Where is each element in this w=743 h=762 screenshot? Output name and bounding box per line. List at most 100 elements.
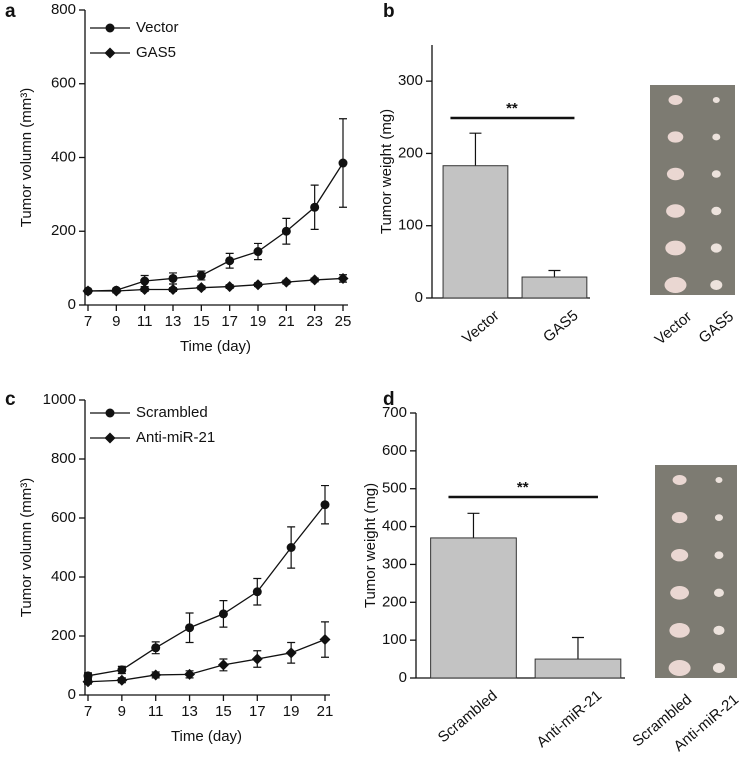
tumor xyxy=(710,243,722,253)
marker xyxy=(150,669,162,681)
x-tick-label: 7 xyxy=(84,703,92,720)
legend-marker xyxy=(105,23,115,33)
tumor xyxy=(668,660,691,676)
x-tick-label: 9 xyxy=(118,703,126,720)
legend-label: Vector xyxy=(136,19,179,36)
marker xyxy=(184,668,196,680)
x-tick-label: 21 xyxy=(278,313,295,330)
x-tick-label: 13 xyxy=(181,703,198,720)
tumor-photo xyxy=(655,465,737,678)
marker xyxy=(320,500,330,510)
y-tick-label: 400 xyxy=(51,568,76,585)
significance-label: ** xyxy=(506,100,518,117)
marker xyxy=(110,285,122,297)
y-tick-label: 0 xyxy=(68,686,76,703)
marker xyxy=(83,671,93,681)
marker xyxy=(252,587,262,597)
y-tick-label: 800 xyxy=(51,450,76,467)
marker xyxy=(195,282,207,294)
x-tick-label: 25 xyxy=(335,313,352,330)
y-tick-label: 200 xyxy=(398,144,423,161)
marker xyxy=(319,634,331,646)
panel-label: c xyxy=(5,389,16,410)
error-bar xyxy=(571,636,584,660)
tumor xyxy=(713,625,725,636)
marker xyxy=(217,659,229,671)
legend-marker xyxy=(105,408,115,418)
bar xyxy=(521,276,588,299)
x-tick-label: 17 xyxy=(249,703,266,720)
x-tick-label: 17 xyxy=(221,313,238,330)
x-tick-label: 11 xyxy=(137,313,153,330)
marker xyxy=(167,284,179,296)
x-tick-label: 19 xyxy=(283,703,300,720)
y-axis-label: Tumor volumn (mm³) xyxy=(18,478,35,617)
tumor xyxy=(666,167,685,181)
x-axis-label: Time (day) xyxy=(180,338,251,355)
y-tick-label: 600 xyxy=(51,509,76,526)
marker xyxy=(309,274,321,286)
y-axis-label: Tumor volumn (mm³) xyxy=(18,88,35,227)
marker xyxy=(338,158,348,168)
bar xyxy=(442,165,509,299)
x-tick-label: 15 xyxy=(193,313,210,330)
y-tick-label: 300 xyxy=(382,555,407,572)
marker xyxy=(168,273,178,283)
panel-label: d xyxy=(383,389,395,410)
panel-label: a xyxy=(5,1,16,22)
marker xyxy=(139,284,151,296)
tumor xyxy=(712,133,721,141)
y-axis-label: Tumor weight (mg) xyxy=(362,483,379,608)
tumor xyxy=(667,131,684,143)
y-tick-label: 0 xyxy=(399,669,407,686)
series-line xyxy=(87,504,326,677)
marker xyxy=(225,256,235,266)
marker xyxy=(286,543,296,552)
y-tick-label: 700 xyxy=(382,404,407,421)
x-tick-label: 19 xyxy=(250,313,267,330)
x-tick-label: 13 xyxy=(165,313,182,330)
y-tick-label: 0 xyxy=(415,289,423,306)
tumor xyxy=(664,277,687,293)
marker xyxy=(280,276,292,288)
tumor xyxy=(712,97,720,103)
photo-label: GAS5 xyxy=(696,308,738,347)
x-tick-label: Vector xyxy=(459,307,503,347)
y-tick-label: 1000 xyxy=(43,391,76,408)
legend-marker xyxy=(104,47,116,59)
significance-label: ** xyxy=(517,479,529,496)
marker xyxy=(251,653,263,665)
series-line xyxy=(87,162,344,292)
photo-label: Vector xyxy=(652,308,696,348)
y-tick-label: 0 xyxy=(68,296,76,313)
marker xyxy=(82,285,94,297)
tumor xyxy=(665,240,686,256)
marker xyxy=(82,676,94,688)
legend-label: Anti-miR-21 xyxy=(136,429,215,446)
x-tick-label: 7 xyxy=(84,313,92,330)
x-tick-label: 21 xyxy=(317,703,334,720)
legend-label: GAS5 xyxy=(136,44,176,61)
marker xyxy=(140,276,150,286)
y-axis-label: Tumor weight (mg) xyxy=(378,109,395,234)
y-tick-label: 600 xyxy=(382,442,407,459)
marker xyxy=(253,247,263,257)
marker xyxy=(196,271,206,280)
tumor xyxy=(671,511,688,524)
y-tick-label: 600 xyxy=(51,75,76,92)
y-tick-label: 800 xyxy=(51,1,76,18)
tumor xyxy=(712,663,725,673)
tumor xyxy=(715,477,723,483)
marker xyxy=(224,281,236,293)
y-tick-label: 200 xyxy=(51,627,76,644)
marker xyxy=(185,623,195,633)
marker xyxy=(116,674,128,686)
panel-label: b xyxy=(383,1,395,22)
y-tick-label: 200 xyxy=(51,222,76,239)
tumor xyxy=(671,549,689,562)
x-tick-label: Scrambled xyxy=(435,687,501,746)
x-tick-label: Anti-miR-21 xyxy=(534,687,606,751)
tumor xyxy=(713,588,724,597)
x-tick-label: GAS5 xyxy=(540,307,582,346)
